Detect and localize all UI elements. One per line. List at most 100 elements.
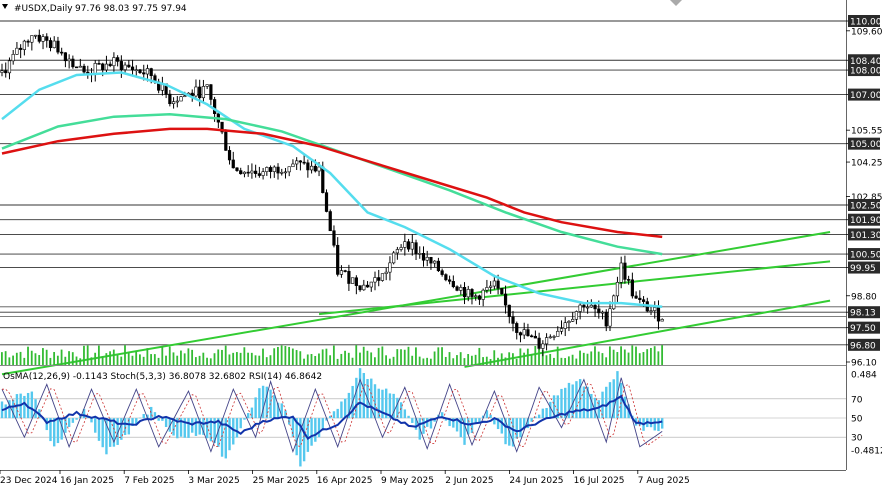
volume-bar: [131, 355, 134, 365]
volume-bar: [299, 351, 302, 365]
volume-bar: [209, 358, 212, 365]
volume-bar: [38, 355, 41, 365]
candle-body: [380, 273, 385, 281]
volume-bar: [493, 350, 496, 365]
osma-bar: [590, 393, 593, 419]
price-level-tag: [848, 306, 880, 319]
volume-bar: [269, 355, 272, 365]
moving-averages: [1, 71, 663, 309]
volume-bar: [541, 350, 544, 365]
candle-body: [268, 167, 273, 172]
candle-body: [429, 257, 433, 264]
candle-body: [541, 343, 545, 349]
candle-body: [582, 304, 586, 308]
candle-body: [485, 287, 489, 291]
volume-bar: [463, 358, 466, 365]
candle-body: [257, 173, 261, 176]
candle-body: [254, 170, 258, 174]
candle-body: [209, 84, 213, 100]
osma-bar: [470, 418, 474, 433]
price-level-tag: [848, 137, 880, 150]
osma-bar: [556, 395, 559, 419]
volume-bar: [340, 353, 343, 365]
volume-bar: [512, 353, 514, 365]
volume-bar: [321, 349, 324, 365]
volume-bar: [56, 355, 59, 365]
channel-line: [318, 260, 831, 316]
volume-bar: [403, 349, 406, 365]
osma-bar: [30, 391, 34, 419]
volume-bar: [176, 355, 179, 365]
channel-line: [1, 230, 831, 376]
osma-bar: [26, 392, 30, 419]
chart-symbol: #USDX,Daily: [14, 4, 73, 14]
osma-bar: [429, 418, 433, 429]
volume-bar: [116, 355, 119, 365]
volume-bar: [590, 351, 593, 365]
candle-body: [597, 308, 601, 314]
volume-bar: [500, 353, 503, 365]
osma-bar: [623, 396, 627, 419]
candle-body: [347, 270, 351, 284]
osma-bar: [239, 418, 242, 429]
candle-body: [451, 281, 455, 288]
osma-bar: [306, 418, 310, 452]
osma-bar: [120, 418, 123, 440]
volume-bar: [250, 352, 253, 365]
osma-bar: [67, 418, 71, 428]
volume-bar: [478, 347, 481, 365]
osma-bar: [105, 418, 108, 455]
osma-bar: [23, 395, 26, 419]
volume-bar: [310, 353, 313, 365]
osma-bar: [552, 395, 556, 419]
candle-body: [339, 270, 344, 275]
osma-bar: [358, 368, 362, 419]
candle-body: [175, 100, 179, 103]
price-level-tag: [848, 261, 880, 274]
candle-body: [56, 40, 60, 53]
volume-bar: [254, 355, 257, 365]
osma-bar: [396, 397, 399, 419]
candle-body: [71, 58, 75, 68]
volume-bar: [534, 345, 537, 365]
candle-body: [227, 150, 232, 161]
volume-bar: [620, 346, 622, 365]
volume-bar: [232, 352, 235, 365]
candle-body: [239, 170, 243, 175]
osma-bar: [560, 388, 563, 419]
channel-lines: [1, 230, 831, 376]
candle-body: [384, 271, 388, 274]
osma-bar: [399, 402, 403, 419]
volume-bar: [470, 355, 473, 365]
date-tick-label: 7 Aug 2025: [638, 476, 690, 486]
candle-body: [41, 36, 45, 42]
candle-body: [477, 295, 482, 300]
osma-bar: [362, 372, 366, 419]
osma-bar: [71, 418, 75, 423]
volume-bar: [12, 355, 14, 365]
osma-bar: [123, 418, 127, 436]
volume-bar: [1, 352, 3, 365]
candle-body: [447, 279, 452, 282]
osma-bar: [661, 418, 664, 429]
volume-bar: [545, 355, 548, 365]
candle-body: [630, 279, 634, 297]
candle-body: [93, 63, 97, 74]
candle-body: [530, 335, 534, 338]
ma-line-ma200: [1, 127, 663, 239]
volume-bar: [146, 348, 149, 365]
osma-bar: [414, 418, 418, 430]
candle-body: [321, 166, 325, 193]
volume-bar: [351, 357, 354, 365]
candle-body: [45, 36, 49, 41]
candle-body: [638, 297, 642, 300]
volume-bar: [623, 349, 626, 365]
date-tick-label: 16 Jan 2025: [60, 476, 114, 486]
volume-bar: [30, 350, 33, 365]
osma-bar: [194, 418, 198, 436]
price-level-tag: [848, 64, 880, 77]
volume-bar: [661, 345, 664, 365]
candle-body: [7, 60, 12, 74]
candle-body: [365, 284, 370, 288]
